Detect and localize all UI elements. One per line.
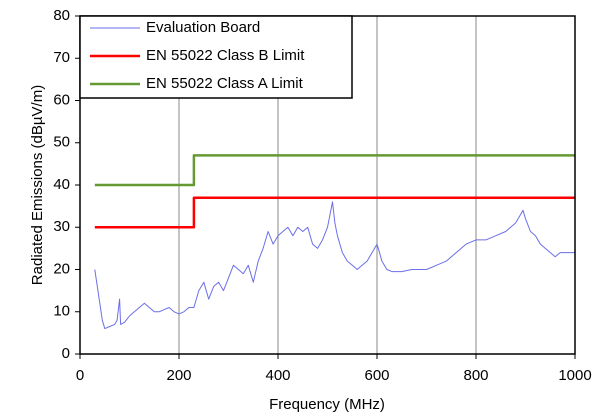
- y-tick-label: 80: [53, 7, 70, 24]
- y-tick-label: 70: [53, 49, 70, 66]
- x-tick-label: 800: [463, 367, 488, 384]
- legend-label: EN 55022 Class B Limit: [146, 47, 305, 64]
- legend-label: EN 55022 Class A Limit: [146, 75, 304, 92]
- legend-label: Evaluation Board: [146, 19, 260, 36]
- x-tick-label: 0: [76, 367, 84, 384]
- y-tick-label: 10: [53, 303, 70, 320]
- x-axis-title: Frequency (MHz): [269, 396, 385, 413]
- y-tick-label: 40: [53, 176, 70, 193]
- x-tick-label: 200: [166, 367, 191, 384]
- y-tick-label: 20: [53, 260, 70, 277]
- x-tick-label: 1000: [558, 367, 591, 384]
- y-axis-title: Radiated Emissions (dBµV/m): [29, 85, 46, 285]
- x-tick-label: 600: [364, 367, 389, 384]
- x-tick-label: 400: [265, 367, 290, 384]
- series-line: [94, 196, 575, 229]
- y-tick-label: 60: [53, 91, 70, 108]
- y-tick-label: 0: [62, 345, 70, 362]
- series-line: [94, 154, 575, 187]
- y-tick-label: 30: [53, 218, 70, 235]
- y-tick-label: 50: [53, 134, 70, 151]
- series-line: [94, 201, 575, 330]
